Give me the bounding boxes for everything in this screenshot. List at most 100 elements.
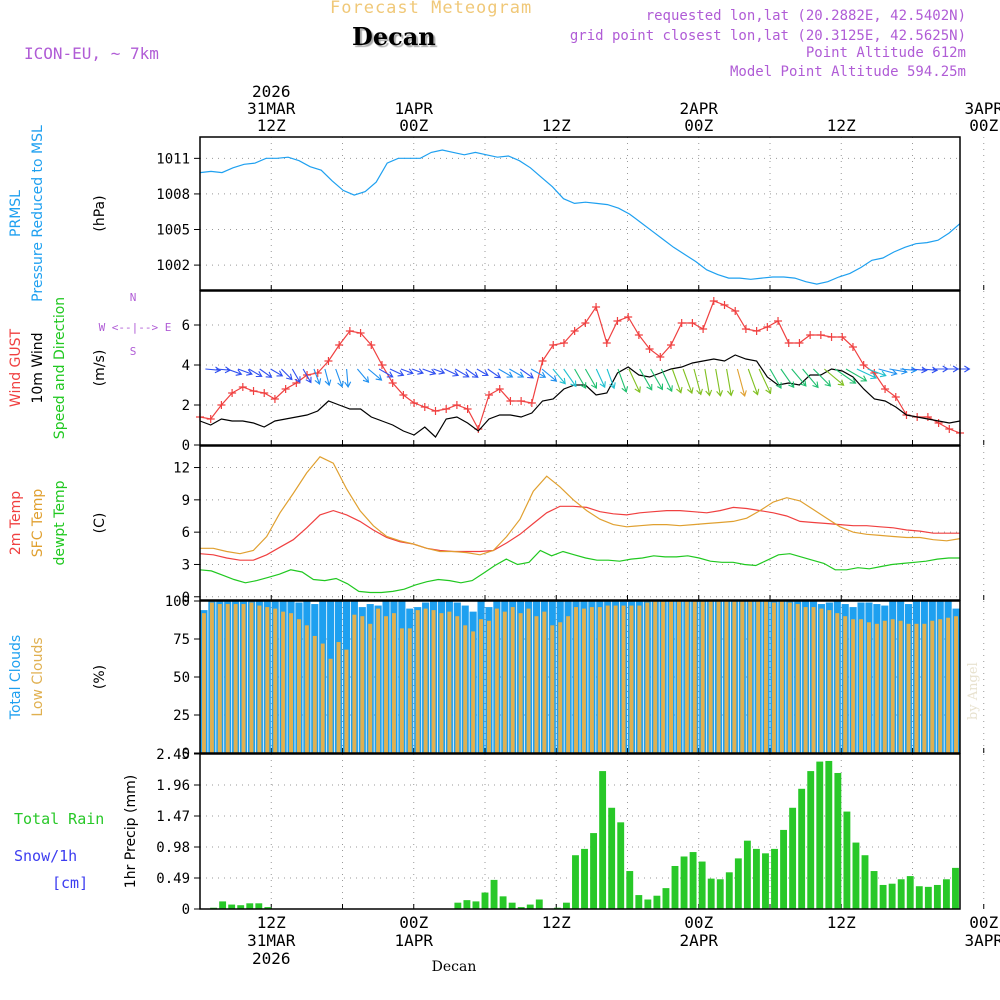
precip-bar: [915, 886, 923, 909]
gust-marker: [923, 413, 932, 421]
location-name: Decan: [352, 22, 436, 51]
precip-bar: [861, 855, 869, 909]
low-cloud-bar: [851, 619, 856, 753]
precip-bar: [590, 833, 598, 909]
wind-ytick-label: 0: [182, 438, 190, 454]
low-cloud-bar: [890, 619, 895, 753]
wind-arrow: [400, 368, 414, 376]
precip-bar: [870, 871, 878, 909]
low-cloud-bar: [312, 635, 317, 753]
wind-arrow: [291, 368, 301, 384]
low-cloud-bar: [391, 613, 396, 753]
bottom-time-label: 2026: [252, 949, 291, 968]
precip-bar: [255, 903, 263, 909]
pressure-series-prmsl: [199, 149, 961, 285]
wind-panel-frame: [199, 290, 961, 446]
temp-ytick-label: 12: [173, 461, 190, 477]
low-cloud-bar: [423, 608, 428, 753]
precip-bar: [716, 879, 724, 909]
gust-marker: [592, 303, 601, 311]
gust-marker: [442, 405, 451, 413]
wind-arrow: [639, 368, 653, 391]
wind-arrow: [845, 368, 868, 382]
wind-arrow: [606, 368, 616, 390]
low-cloud-bar: [874, 623, 879, 753]
bottom-time-label: 12Z: [827, 913, 856, 932]
gust-marker: [485, 391, 494, 399]
wind-arrow: [552, 368, 566, 385]
wind-arrow: [237, 368, 253, 376]
wind-arrow: [715, 368, 724, 397]
precip-bar: [906, 876, 914, 909]
gust-marker: [559, 339, 568, 347]
bottom-time-label: 2APR: [679, 931, 718, 950]
low-cloud-bar: [486, 620, 491, 753]
precip-bar: [508, 902, 516, 909]
precip-bar: [762, 853, 769, 909]
wind-arrow: [911, 366, 928, 374]
low-cloud-bar: [637, 605, 642, 753]
temp-title-line: (C): [92, 513, 108, 534]
gust-marker: [688, 319, 697, 327]
precip-bar: [454, 902, 462, 909]
clouds-title-line: Total Clouds: [8, 635, 24, 720]
top-time-label: 3APR: [964, 99, 1000, 118]
gust-marker: [388, 379, 397, 387]
low-cloud-bar: [954, 616, 959, 753]
low-cloud-bar: [692, 601, 697, 753]
pressure-title-line: (hPa): [92, 195, 108, 231]
low-cloud-bar: [384, 616, 389, 753]
low-cloud-bar: [336, 642, 341, 753]
low-cloud-bar: [510, 607, 515, 753]
bottom-time-label: 00Z: [399, 913, 428, 932]
low-cloud-bar: [217, 604, 222, 753]
wind-arrow: [356, 368, 370, 384]
gust-marker: [249, 387, 258, 395]
clouds-ytick-label: 75: [173, 632, 190, 648]
wind-series-10m-wind: [199, 354, 961, 438]
low-cloud-bar: [795, 604, 800, 753]
precip-bar: [680, 856, 688, 909]
wind-arrow: [270, 368, 284, 377]
low-cloud-bar: [550, 625, 555, 753]
temp-series-sfc-temp: [200, 456, 961, 556]
low-cloud-bar: [534, 616, 539, 753]
low-cloud-bar: [265, 607, 270, 753]
precip-bar: [725, 872, 733, 909]
gust-marker: [420, 403, 429, 411]
low-cloud-bar: [653, 601, 658, 753]
wind-arrow: [302, 368, 312, 384]
wind-ytick-label: 6: [182, 318, 190, 334]
low-cloud-bar: [645, 602, 650, 753]
low-cloud-bar: [566, 616, 571, 753]
wind-arrow: [498, 368, 514, 378]
low-cloud-bar: [368, 623, 373, 753]
wind-arrow: [367, 368, 383, 381]
precip-bar: [264, 907, 272, 909]
bottom-time-label: 1APR: [394, 931, 433, 950]
gust-marker: [838, 333, 847, 341]
wind-arrow: [682, 368, 694, 395]
low-cloud-bar: [629, 605, 634, 753]
low-cloud-bar: [415, 610, 420, 753]
low-cloud-bar: [922, 623, 927, 753]
wind-title-line: 10m Wind: [30, 332, 46, 403]
gust-marker: [270, 395, 279, 403]
gust-marker: [356, 329, 365, 337]
low-cloud-bar: [360, 616, 365, 753]
precip-bar: [689, 852, 697, 909]
low-cloud-bar: [558, 622, 563, 753]
precip-bar: [734, 858, 742, 909]
low-cloud-bar: [811, 607, 816, 753]
wind-arrow: [574, 368, 587, 390]
gust-marker: [410, 399, 419, 407]
low-cloud-bar: [906, 623, 911, 753]
low-cloud-bar: [930, 620, 935, 753]
wind-arrow: [389, 368, 405, 377]
low-cloud-bar: [502, 611, 507, 753]
wind-arrow: [509, 368, 525, 378]
low-cloud-bar: [241, 604, 246, 753]
wind-panel-bg: [200, 291, 960, 445]
precip-bar: [825, 760, 833, 909]
low-cloud-bar: [471, 631, 476, 753]
